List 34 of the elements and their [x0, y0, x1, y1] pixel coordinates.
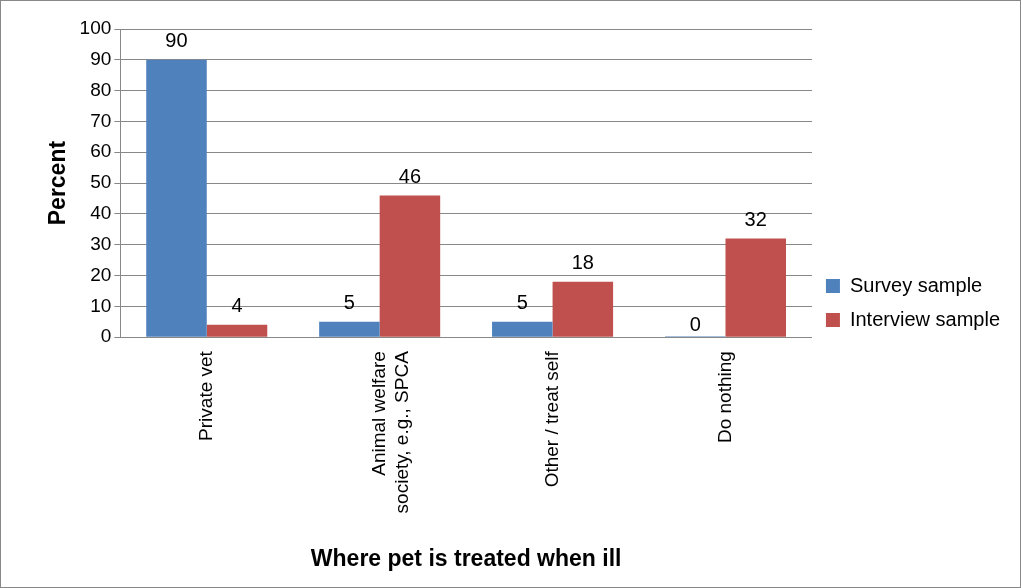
legend-label: Interview sample: [849, 307, 1000, 330]
data-label: 5: [516, 291, 528, 314]
y-tick-label: 10: [90, 294, 112, 316]
bar: [206, 324, 268, 337]
x-tick-label: Private vet: [194, 350, 216, 441]
y-tick-label: 70: [90, 109, 112, 131]
bar: [552, 281, 614, 337]
y-tick-label: 80: [90, 78, 112, 100]
x-tick-label: Other / treat self: [540, 350, 562, 488]
y-axis-title: Percent: [44, 140, 71, 226]
y-tick-label: 50: [90, 171, 112, 193]
data-label: 32: [744, 208, 767, 231]
data-label: 5: [343, 291, 355, 314]
bar: [492, 321, 553, 337]
x-axis-title: Where pet is treated when ill: [310, 544, 622, 571]
y-tick-label: 0: [100, 325, 112, 347]
data-label: 0: [689, 312, 701, 335]
y-tick-label: 30: [90, 232, 112, 254]
y-tick-label: 60: [90, 140, 112, 162]
bar: [379, 195, 441, 337]
legend-label: Survey sample: [849, 273, 983, 296]
x-tick-label: Do nothing: [713, 351, 735, 444]
y-tick-label: 90: [90, 48, 112, 70]
data-label: 4: [231, 294, 243, 317]
data-label: 18: [571, 251, 594, 274]
bar: [319, 321, 380, 337]
y-tick-label: 40: [90, 202, 112, 224]
y-tick-label: 20: [90, 263, 112, 285]
bar: [725, 238, 787, 337]
x-tick-label: Animal welfare society, e.g., SPCA: [367, 350, 412, 514]
data-label: 90: [165, 29, 188, 52]
data-label: 46: [398, 164, 422, 187]
bar: [146, 59, 207, 337]
y-tick-label: 100: [79, 17, 112, 39]
